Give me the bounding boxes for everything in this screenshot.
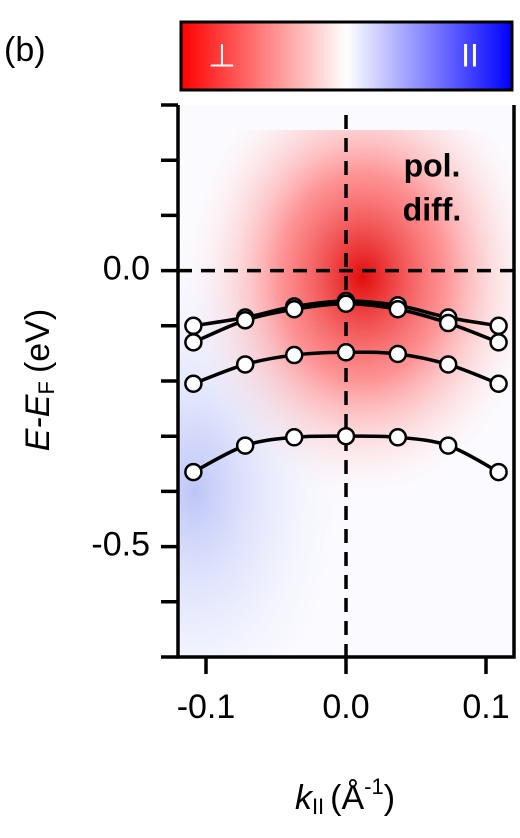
panel-label: (b) <box>4 31 46 69</box>
band-marker <box>184 316 203 336</box>
annotation: pol. <box>404 147 461 183</box>
band-marker <box>489 462 508 482</box>
y-tick-label: 0.0 <box>103 250 150 288</box>
colorbar-low-label: ⊥ <box>208 37 236 73</box>
x-tick-label: 0.0 <box>322 688 369 726</box>
band-marker <box>184 333 203 352</box>
band-marker <box>489 374 508 394</box>
y-tick-label: -0.5 <box>91 526 150 564</box>
band-marker <box>438 313 458 333</box>
annotation: diff. <box>403 191 462 227</box>
band-marker <box>438 436 458 455</box>
band-marker <box>184 462 203 482</box>
band-marker <box>284 299 304 319</box>
band-marker <box>184 374 203 394</box>
band-marker <box>235 436 255 455</box>
band-marker <box>336 426 356 446</box>
band-marker <box>336 294 356 313</box>
band-marker <box>235 311 255 330</box>
band-marker <box>489 333 508 352</box>
band-marker <box>284 345 304 365</box>
band-marker <box>489 316 508 336</box>
band-marker <box>438 355 458 374</box>
band-marker <box>388 428 408 447</box>
y-axis-label: E-EF(eV) <box>19 309 59 451</box>
x-axis-label: kII (Å-1) <box>295 774 395 819</box>
band-marker <box>388 344 408 364</box>
x-tick-label: -0.1 <box>177 688 236 726</box>
band-marker <box>284 428 304 447</box>
band-marker <box>235 355 255 374</box>
band-marker <box>336 343 356 362</box>
band-marker <box>388 299 408 319</box>
x-tick-label: 0.1 <box>462 688 509 726</box>
colorbar-high-label: II <box>461 37 479 73</box>
colorbar <box>179 20 514 92</box>
